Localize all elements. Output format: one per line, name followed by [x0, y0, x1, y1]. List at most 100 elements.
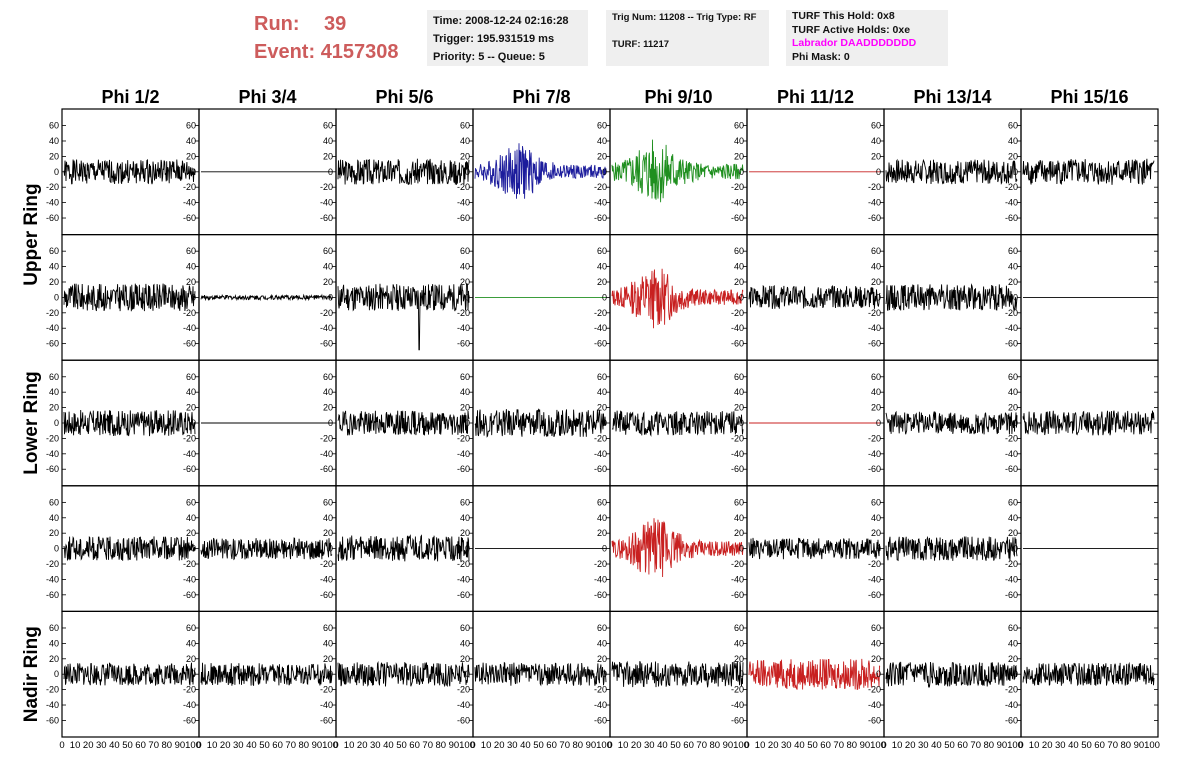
y-tick-label: 40 [734, 387, 744, 397]
y-tick-label: -40 [868, 198, 881, 208]
y-tick-label: 60 [734, 246, 744, 256]
y-tick-label: -60 [1005, 715, 1018, 725]
y-tick-label: 40 [49, 638, 59, 648]
waveform-panel: -60 -40 -20 0 20 40 60 [1005, 234, 1159, 361]
x-tick-label: 30 [1055, 740, 1066, 751]
waveform-panel: -60 -40 -20 0 20 40 60 [457, 108, 611, 236]
y-tick-label: 40 [871, 387, 881, 397]
y-tick-label: 20 [49, 528, 59, 538]
y-tick-label: 60 [186, 246, 196, 256]
y-tick-label: -60 [868, 590, 881, 600]
y-tick-label: -60 [594, 339, 607, 349]
y-tick-label: 20 [323, 654, 333, 664]
y-tick-label: 0 [602, 292, 607, 302]
waveform-trace [1022, 410, 1155, 436]
y-tick-label: 0 [1013, 544, 1018, 554]
y-tick-label: -60 [46, 715, 59, 725]
y-tick-label: 0 [465, 167, 470, 177]
y-tick-label: -20 [1005, 182, 1018, 192]
y-tick-label: 0 [602, 418, 607, 428]
y-tick-label: 20 [1008, 403, 1018, 413]
y-tick-label: 60 [871, 497, 881, 507]
y-tick-label: -20 [868, 433, 881, 443]
y-tick-label: 0 [876, 167, 881, 177]
x-tick-label: 100 [870, 740, 886, 751]
y-tick-label: -60 [320, 590, 333, 600]
y-tick-label: 0 [602, 167, 607, 177]
y-tick-label: -60 [46, 213, 59, 223]
y-tick-label: 0 [191, 418, 196, 428]
y-tick-label: -20 [1005, 559, 1018, 569]
waveform-panel: -60 -40 -20 0 20 40 60 [46, 359, 200, 487]
y-tick-label: 0 [191, 544, 196, 554]
x-tick-label: 80 [1121, 740, 1132, 751]
x-tick-label: 40 [794, 740, 805, 751]
y-tick-label: -60 [731, 464, 744, 474]
y-tick-label: 0 [739, 167, 744, 177]
x-tick-label: 40 [109, 740, 120, 751]
waveform-trace [200, 537, 333, 561]
x-tick-label: 60 [135, 740, 146, 751]
y-tick-label: 0 [602, 669, 607, 679]
y-tick-label: 0 [739, 418, 744, 428]
y-tick-label: 20 [323, 528, 333, 538]
y-tick-label: -40 [731, 700, 744, 710]
turf-active-text: TURF Active Holds: 0xe [792, 23, 911, 36]
waveform-trace [1022, 158, 1155, 185]
y-tick-label: -40 [594, 198, 607, 208]
phi-mask-text: Phi Mask: 0 [792, 50, 850, 63]
x-tick-label: 0 [59, 740, 64, 751]
y-tick-label: 20 [871, 528, 881, 538]
waveform-trace [611, 518, 744, 578]
x-tick-label: 70 [285, 740, 296, 751]
y-tick-label: 40 [49, 136, 59, 146]
y-tick-label: -40 [183, 323, 196, 333]
y-tick-label: -20 [868, 182, 881, 192]
y-tick-label: 0 [328, 418, 333, 428]
y-tick-label: -40 [457, 449, 470, 459]
run-label: Run: [254, 13, 300, 35]
y-tick-label: 60 [460, 121, 470, 131]
y-tick-label: 40 [1008, 262, 1018, 272]
y-tick-label: -60 [594, 590, 607, 600]
y-tick-label: 60 [49, 623, 59, 633]
y-tick-label: 40 [49, 513, 59, 523]
x-tick-label: 100 [1144, 740, 1160, 751]
waveform-trace [474, 408, 607, 438]
y-tick-label: -40 [46, 700, 59, 710]
y-tick-label: 0 [1013, 292, 1018, 302]
x-tick-label: 60 [272, 740, 283, 751]
y-tick-label: -40 [868, 700, 881, 710]
y-tick-label: -60 [183, 590, 196, 600]
waveform-panel: -60 -40 -20 0 20 40 60 [731, 108, 885, 236]
y-tick-label: 60 [460, 372, 470, 382]
y-tick-label: -20 [46, 559, 59, 569]
y-tick-label: 60 [323, 121, 333, 131]
y-tick-label: 60 [460, 246, 470, 256]
x-tick-label: 90 [723, 740, 734, 751]
y-tick-label: -40 [594, 700, 607, 710]
y-tick-label: 60 [323, 372, 333, 382]
y-tick-label: -40 [320, 198, 333, 208]
y-tick-label: 40 [323, 513, 333, 523]
x-tick-label: 50 [259, 740, 270, 751]
y-tick-label: 20 [460, 654, 470, 664]
y-tick-label: 40 [323, 387, 333, 397]
y-tick-label: 20 [186, 528, 196, 538]
x-tick-label: 80 [984, 740, 995, 751]
y-tick-label: 20 [871, 654, 881, 664]
y-tick-label: 20 [734, 277, 744, 287]
waveform-trace [200, 293, 333, 302]
x-tick-label: 0 [744, 740, 749, 751]
x-tick-label: 20 [631, 740, 642, 751]
y-tick-label: 20 [871, 151, 881, 161]
y-tick-label: -60 [731, 213, 744, 223]
y-tick-label: -40 [46, 574, 59, 584]
column-title: Phi 11/12 [777, 87, 854, 107]
y-tick-label: 20 [597, 654, 607, 664]
x-tick-label: 40 [931, 740, 942, 751]
y-tick-label: 0 [739, 669, 744, 679]
waveform-panel: -60 -40 -20 0 20 40 60 [868, 359, 1022, 487]
y-tick-label: 0 [191, 292, 196, 302]
y-tick-label: -40 [320, 574, 333, 584]
